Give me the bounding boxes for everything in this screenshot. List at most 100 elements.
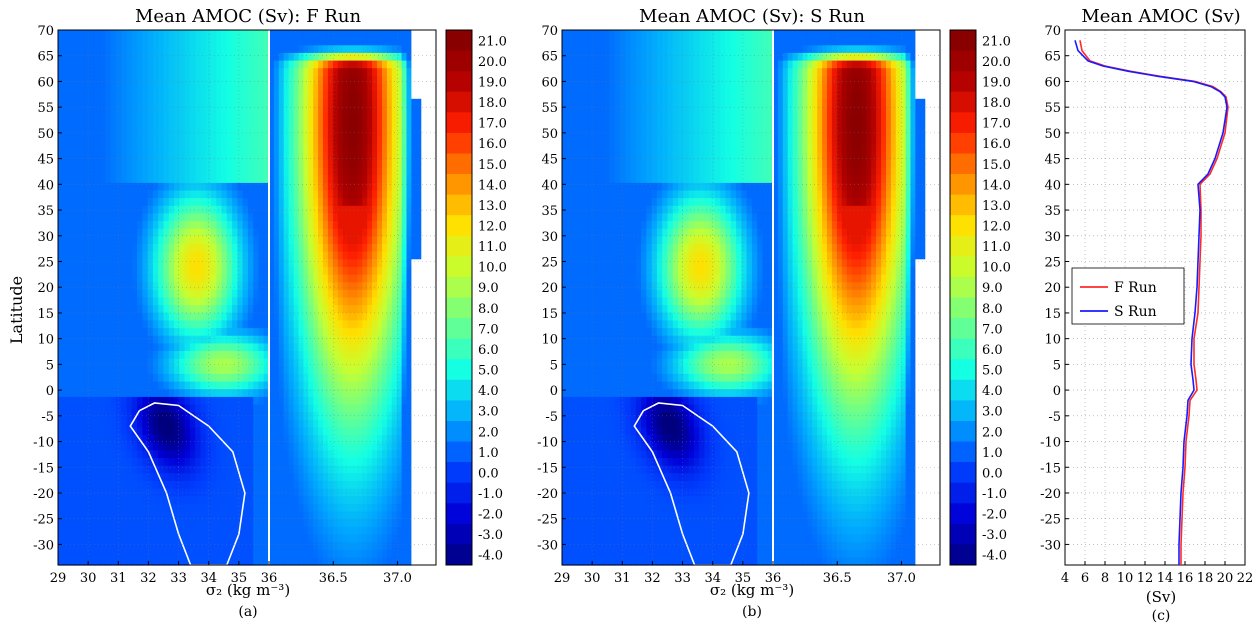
heatmap-cell: [362, 137, 368, 146]
heatmap-cell: [200, 289, 207, 299]
heatmap-cell: [247, 465, 254, 474]
heatmap-cell: [347, 442, 354, 451]
heatmap-cell: [100, 389, 107, 398]
heatmap-cell: [347, 503, 354, 513]
heatmap-cell: [105, 328, 112, 337]
heatmap-cell: [347, 312, 354, 321]
heatmap-cell: [273, 503, 280, 513]
heatmap-cell: [131, 137, 138, 146]
heatmap-cell: [298, 266, 304, 276]
heatmap-cell: [121, 557, 128, 566]
heatmap-cell: [189, 259, 196, 268]
heatmap-cell: [391, 427, 398, 436]
heatmap-cell: [158, 557, 165, 566]
heatmap-cell: [110, 205, 117, 214]
heatmap-cell: [416, 259, 422, 268]
heatmap-cell: [216, 30, 223, 39]
heatmap-cell: [94, 137, 101, 146]
heatmap-cell: [273, 542, 280, 551]
heatmap-cell: [406, 121, 412, 130]
heatmap-cell: [174, 289, 180, 299]
heatmap-cell: [94, 175, 101, 184]
heatmap-cell: [163, 60, 170, 69]
heatmap-cell: [110, 549, 117, 558]
heatmap-cell: [137, 343, 143, 352]
heatmap-cell: [242, 159, 249, 169]
heatmap-cell: [386, 542, 393, 551]
heatmap-cell: [298, 228, 304, 237]
heatmap-cell: [263, 389, 270, 398]
heatmap-cell: [200, 297, 207, 306]
heatmap-cell: [121, 458, 128, 467]
heatmap-cell: [58, 557, 64, 566]
heatmap-cell: [221, 305, 228, 314]
heatmap-cell: [357, 198, 363, 207]
heatmap-cell: [189, 60, 196, 69]
heatmap-cell: [352, 152, 358, 161]
heatmap-cell: [298, 121, 304, 130]
heatmap-cell: [327, 511, 334, 520]
heatmap-cell: [68, 335, 75, 344]
heatmap-cell: [84, 450, 91, 459]
heatmap-cell: [168, 282, 175, 291]
heatmap-cell: [152, 274, 159, 283]
heatmap-cell: [226, 519, 233, 528]
heatmap-cell: [401, 205, 408, 214]
heatmap-cell: [168, 557, 175, 566]
heatmap-cell: [142, 534, 149, 543]
heatmap-cell: [242, 335, 249, 344]
heatmap-cell: [94, 450, 101, 459]
heatmap-cell: [189, 480, 196, 490]
heatmap-cell: [278, 412, 285, 421]
heatmap-cell: [242, 114, 249, 123]
heatmap-cell: [237, 251, 244, 260]
heatmap-cell: [232, 91, 238, 100]
heatmap-cell: [327, 557, 334, 566]
heatmap-cell: [116, 236, 122, 245]
heatmap-cell: [352, 282, 358, 291]
heatmap-cell: [298, 282, 304, 291]
heatmap-cell: [58, 37, 64, 46]
heatmap-cell: [263, 190, 270, 199]
heatmap-cell: [367, 37, 373, 46]
heatmap-cell: [94, 343, 101, 352]
heatmap-cell: [342, 159, 349, 169]
heatmap-cell: [313, 427, 319, 436]
heatmap-cell: [263, 159, 270, 169]
heatmap-cell: [303, 244, 309, 253]
heatmap-cell: [121, 144, 128, 153]
heatmap-cell: [342, 297, 349, 306]
heatmap-cell: [288, 198, 295, 207]
heatmap-cell: [247, 129, 254, 138]
heatmap-cell: [142, 396, 149, 406]
heatmap-cell: [357, 458, 363, 467]
heatmap-cell: [211, 496, 217, 505]
heatmap-cell: [73, 373, 80, 383]
heatmap-cell: [347, 282, 354, 291]
heatmap-cell: [288, 396, 295, 406]
heatmap-cell: [273, 30, 280, 39]
heatmap-cell: [184, 75, 191, 85]
heatmap-cell: [189, 526, 196, 535]
heatmap-cell: [391, 526, 398, 535]
heatmap-cell: [200, 526, 207, 535]
heatmap-cell: [337, 343, 344, 352]
heatmap-cell: [263, 236, 270, 245]
heatmap-cell: [327, 427, 334, 436]
heatmap-cell: [377, 511, 383, 520]
heatmap-cell: [352, 98, 358, 107]
heatmap-cell: [232, 236, 238, 245]
heatmap-cell: [205, 396, 212, 406]
heatmap-cell: [105, 205, 112, 214]
heatmap-cell: [84, 435, 91, 444]
heatmap-cell: [323, 228, 329, 237]
heatmap-cell: [116, 366, 122, 375]
heatmap-cell: [242, 129, 249, 138]
heatmap-cell: [303, 511, 309, 520]
heatmap-cell: [221, 144, 228, 153]
heatmap-cell: [288, 488, 295, 497]
heatmap-cell: [174, 496, 180, 505]
heatmap-cell: [126, 488, 133, 497]
heatmap-cell: [110, 182, 117, 192]
heatmap-cell: [357, 351, 363, 360]
